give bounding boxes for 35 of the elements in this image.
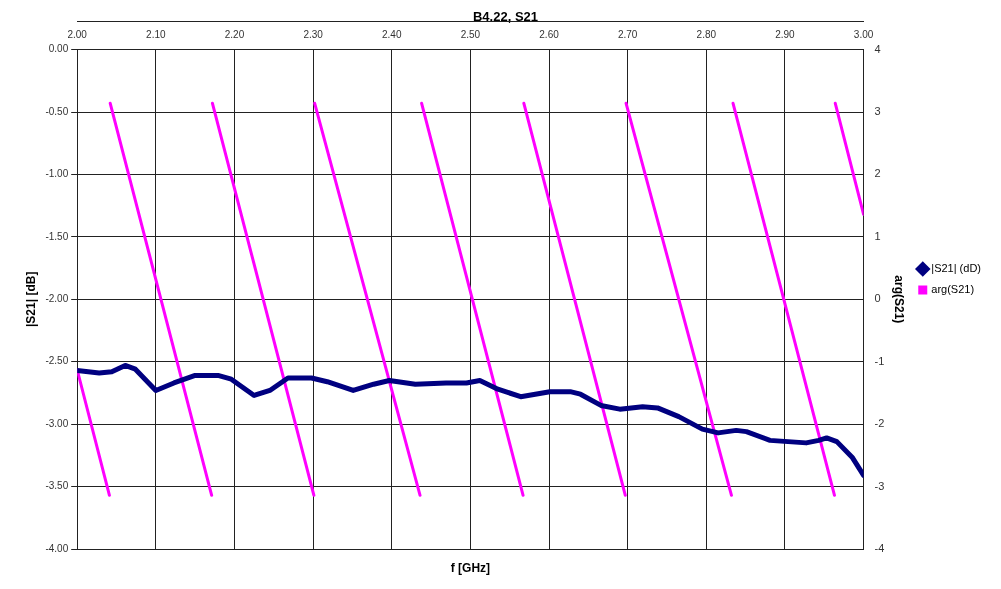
y2-tick-label: -3 <box>874 479 885 492</box>
y2-tick-label: 1 <box>874 229 881 242</box>
x-tick-label: 2.80 <box>696 29 717 41</box>
y2-tick-label: 4 <box>874 42 881 55</box>
y2-axis-title: arg(S21) <box>892 275 907 324</box>
chart-title: B4.22, S21 <box>472 9 539 25</box>
y-tick-label: -2.00 <box>45 293 69 305</box>
y-tick-label: -3.50 <box>45 480 69 492</box>
y2-tick-label: -4 <box>874 542 885 555</box>
x-tick-label: 2.50 <box>460 29 481 41</box>
x-tick-label: 2.30 <box>303 29 324 41</box>
x-tick-label: 2.60 <box>539 29 560 41</box>
legend-label: |S21| (dD) <box>931 262 981 275</box>
y2-tick-label: 0 <box>874 292 881 305</box>
y2-tick-label: -2 <box>874 417 885 430</box>
y2-tick-label: 2 <box>874 167 881 180</box>
y-tick-label: -1.00 <box>45 168 69 180</box>
x-tick-label: 2.70 <box>617 29 638 41</box>
x-tick-label: 3.00 <box>853 29 874 41</box>
x-tick-label: 2.40 <box>382 29 402 41</box>
x-tick-label: 2.00 <box>67 29 88 41</box>
y-tick-label: -3.00 <box>45 417 69 429</box>
x-tick-label: 2.20 <box>224 29 245 41</box>
x-tick-label: 2.90 <box>775 29 796 41</box>
y-tick-label: -2.50 <box>45 355 69 367</box>
y2-tick-label: -1 <box>874 354 885 367</box>
y-tick-label: -0.50 <box>45 105 69 117</box>
y-tick-label: -4.00 <box>45 542 69 554</box>
y2-tick-label: 3 <box>874 105 881 118</box>
y-tick-label: -1.50 <box>45 230 69 242</box>
legend-label: arg(S21) <box>931 283 975 296</box>
x-tick-label: 2.10 <box>146 29 166 41</box>
x-axis-title: f [GHz] <box>450 561 491 576</box>
y-axis-title: |S21| [dB] <box>23 271 38 327</box>
y-tick-label: 0.00 <box>48 43 69 55</box>
